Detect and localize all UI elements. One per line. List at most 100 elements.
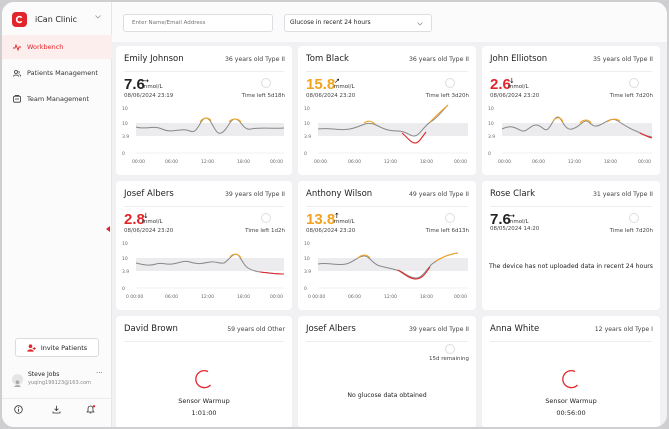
svg-text:00:00: 00:00 xyxy=(638,159,651,165)
sidebar-item-workbench[interactable]: Workbench xyxy=(2,35,112,59)
time-range-select[interactable]: Glucose in recent 24 hours xyxy=(284,14,432,32)
info-icon[interactable] xyxy=(14,405,23,414)
svg-text:18:00: 18:00 xyxy=(237,159,250,165)
sidebar-collapse-handle[interactable] xyxy=(106,226,110,232)
brand[interactable]: iCan Clinic xyxy=(12,12,77,27)
app-logo-icon xyxy=(12,12,27,27)
patient-meta: 49 years old Type II xyxy=(408,191,469,198)
patient-card[interactable]: Josef Albers 39 years old Type II 2.8 ↓ … xyxy=(116,181,292,310)
svg-text:06:00: 06:00 xyxy=(348,294,361,300)
svg-text:06:00: 06:00 xyxy=(165,159,178,165)
more-options-icon[interactable]: ··· xyxy=(96,369,103,377)
time-left: Time left 7d20h xyxy=(609,93,653,99)
svg-text:06:00: 06:00 xyxy=(348,159,361,165)
trend-arrow-icon: ↗ xyxy=(334,77,340,85)
svg-text:10: 10 xyxy=(304,256,310,262)
team-icon xyxy=(13,95,21,103)
sidebar: iCan Clinic Workbench Patients Managemen… xyxy=(2,2,112,427)
reading-time: 08/06/2024 23:20 xyxy=(306,228,356,234)
reading-time: 08/06/2024 23:20 xyxy=(490,93,540,99)
trend-arrow-icon: → xyxy=(509,212,515,220)
svg-text:12:00: 12:00 xyxy=(201,294,214,300)
divider xyxy=(124,341,284,342)
search-input[interactable] xyxy=(123,14,273,32)
svg-text:06:00: 06:00 xyxy=(165,294,178,300)
glucose-value: 13.8 xyxy=(306,211,336,228)
trend-arrow-icon: ↓ xyxy=(509,77,515,85)
sync-icon xyxy=(445,344,455,354)
sync-icon xyxy=(445,213,455,223)
glucose-value: 2.8 xyxy=(124,211,145,228)
time-left: Time left 6d13h xyxy=(425,228,469,234)
users-icon xyxy=(13,69,21,77)
sync-icon xyxy=(629,78,639,88)
svg-text:00:00: 00:00 xyxy=(314,159,327,165)
divider xyxy=(306,206,468,207)
svg-text:12:00: 12:00 xyxy=(201,159,214,165)
topbar: Glucose in recent 24 hours xyxy=(112,2,667,42)
divider xyxy=(306,71,468,72)
add-user-icon xyxy=(27,343,36,352)
sync-icon xyxy=(629,213,639,223)
glucose-chart: 10 10 3.9 0 0 00:00 06:00 12:00 18:00 00:00 xyxy=(122,241,285,300)
patient-meta: 36 years old Type II xyxy=(408,56,469,63)
svg-text:10: 10 xyxy=(122,241,128,247)
chevron-down-icon xyxy=(417,22,423,26)
patient-name: Josef Albers xyxy=(306,324,356,334)
user-email: yuqing199123@163.com xyxy=(28,380,91,386)
patient-card[interactable]: Josef Albers 39 years old Type II 15d re… xyxy=(298,316,476,427)
bell-icon[interactable] xyxy=(86,405,96,414)
svg-text:00:00: 00:00 xyxy=(454,294,467,300)
chevron-down-icon[interactable] xyxy=(95,15,101,19)
invite-patients-button[interactable]: Invite Patients xyxy=(15,338,99,357)
download-icon[interactable] xyxy=(52,405,61,414)
svg-text:06:00: 06:00 xyxy=(532,159,545,165)
sidebar-item-label: Patients Management xyxy=(27,69,98,77)
patient-meta: 31 years old Type II xyxy=(592,191,653,198)
sidebar-item-team-management[interactable]: Team Management xyxy=(2,87,112,111)
svg-text:00:00: 00:00 xyxy=(454,159,467,165)
svg-text:10: 10 xyxy=(304,106,310,112)
sync-icon xyxy=(261,78,271,88)
glucose-chart: 10 10 3.9 0 0 00:00 06:00 12:00 18:00 00:00 xyxy=(304,241,468,300)
time-left: Time left 7d20h xyxy=(609,228,653,234)
svg-text:0: 0 xyxy=(488,151,491,157)
patient-card[interactable]: Tom Black 36 years old Type II 15.8 ↗ mm… xyxy=(298,46,476,175)
svg-text:0: 0 xyxy=(122,286,125,292)
svg-text:12:00: 12:00 xyxy=(384,294,397,300)
glucose-unit: mmol/L xyxy=(334,219,355,225)
divider xyxy=(490,206,652,207)
svg-text:0 00:00: 0 00:00 xyxy=(308,294,325,300)
user-profile[interactable]: Steve Jobs yuqing199123@163.com ··· xyxy=(12,369,107,391)
patient-card[interactable]: Rose Clark 31 years old Type II 7.6 → mm… xyxy=(482,181,660,310)
glucose-value: 2.6 xyxy=(490,76,511,93)
sensor-status: Sensor Warmup xyxy=(178,397,230,405)
patient-card[interactable]: Anthony Wilson 49 years old Type II 13.8… xyxy=(298,181,476,310)
patient-card[interactable]: Anna White 12 years old Type I Sensor Wa… xyxy=(482,316,660,427)
glucose-chart: 10 10 3.9 0 00:00 06:00 12:00 18:00 00:00 xyxy=(488,106,653,165)
svg-text:3.9: 3.9 xyxy=(488,134,495,140)
reading-time: 08/06/2024 23:20 xyxy=(124,228,174,234)
svg-text:10: 10 xyxy=(304,121,310,127)
patient-name: John Elliotson xyxy=(490,54,548,64)
svg-text:10: 10 xyxy=(122,256,128,262)
patient-card[interactable]: David Brown 59 years old Other Sensor Wa… xyxy=(116,316,292,427)
glucose-unit: mmol/L xyxy=(508,84,529,90)
sidebar-footer xyxy=(2,398,112,420)
sidebar-item-patients-management[interactable]: Patients Management xyxy=(2,61,112,85)
glucose-unit: mmol/L xyxy=(334,84,355,90)
glucose-chart: 10 10 3.9 0 00:00 06:00 12:00 18:00 00:00 xyxy=(304,104,468,165)
svg-text:10: 10 xyxy=(304,241,310,247)
glucose-unit: mmol/L xyxy=(142,84,163,90)
time-left: Time left 5d18h xyxy=(241,93,285,99)
svg-text:00:00: 00:00 xyxy=(132,159,145,165)
patient-card[interactable]: John Elliotson 35 years old Type II 2.6 … xyxy=(482,46,660,175)
sync-icon xyxy=(445,78,455,88)
sidebar-item-label: Workbench xyxy=(27,43,64,51)
svg-text:3.9: 3.9 xyxy=(304,269,311,275)
time-range-value: Glucose in recent 24 hours xyxy=(290,19,371,26)
glucose-value: 15.8 xyxy=(306,76,336,93)
divider xyxy=(490,341,652,342)
patient-card[interactable]: Emily Johnson 36 years old Type II 7.6 →… xyxy=(116,46,292,175)
